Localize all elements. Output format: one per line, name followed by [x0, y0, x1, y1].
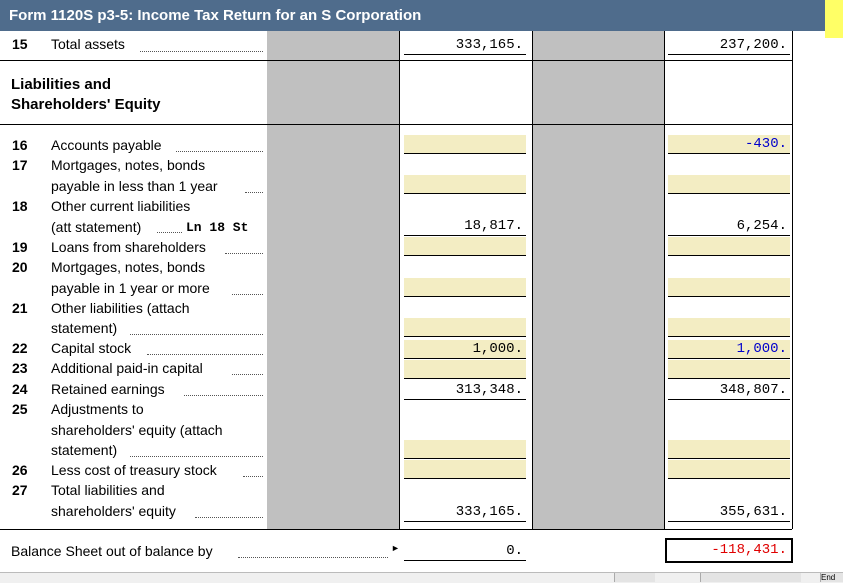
form-title: Form 1120S p3-5: Income Tax Return for a… — [9, 7, 422, 24]
statement-link[interactable]: Ln 18 St — [186, 220, 249, 235]
leader-dots — [225, 253, 263, 254]
leader-dots — [232, 374, 263, 375]
line-label: Retained earnings — [51, 381, 165, 397]
out-of-balance-label: Balance Sheet out of balance by — [11, 543, 213, 559]
leader-dots — [176, 151, 263, 152]
line-label: Additional paid-in capital — [51, 360, 203, 376]
additional-paid-in-capital-end[interactable] — [668, 360, 790, 379]
line-label: Other liabilities (attach — [51, 300, 190, 316]
line-number: 20 — [12, 259, 28, 275]
shaded-column-c — [532, 31, 664, 529]
line-number: 26 — [12, 462, 28, 478]
accounts-payable-end[interactable]: -430. — [668, 135, 790, 154]
grid-hline — [0, 529, 792, 530]
line-number: 22 — [12, 340, 28, 356]
section-heading: Liabilities and Shareholders' Equity — [11, 75, 160, 115]
line-number: 18 — [12, 198, 28, 214]
adjustments-equity-end[interactable] — [668, 440, 790, 459]
line-number: 25 — [12, 401, 28, 417]
line-number: 24 — [12, 381, 28, 397]
line-label: Loans from shareholders — [51, 239, 206, 255]
leader-dots — [140, 51, 263, 52]
leader-dots — [157, 232, 182, 233]
retained-earnings-beginning[interactable]: 313,348. — [404, 381, 526, 400]
other-current-liabilities-end[interactable]: 6,254. — [668, 217, 790, 236]
grid-hline — [0, 60, 792, 61]
total-liabilities-equity-beginning[interactable]: 333,165. — [404, 503, 526, 522]
loans-from-shareholders-end[interactable] — [668, 237, 790, 256]
grid-vline — [399, 31, 400, 529]
line-number: 17 — [12, 157, 28, 173]
line-label: shareholders' equity — [51, 503, 176, 519]
shaded-column-a — [267, 31, 399, 529]
form-title-bar: Form 1120S p3-5: Income Tax Return for a… — [0, 0, 825, 31]
treasury-stock-beginning[interactable] — [404, 460, 526, 479]
leader-dots — [238, 557, 388, 558]
end-tab[interactable]: End — [820, 573, 843, 582]
accounts-payable-beginning[interactable] — [404, 135, 526, 154]
line-label: (att statement) — [51, 219, 142, 235]
line-label: shareholders' equity (attach — [51, 422, 223, 438]
adjustments-equity-beginning[interactable] — [404, 440, 526, 459]
line-label: Adjustments to — [51, 401, 144, 417]
out-of-balance-beginning: 0. — [404, 542, 526, 561]
leader-dots — [245, 192, 263, 193]
leader-dots — [243, 476, 263, 477]
line-label: Other current liabilities — [51, 198, 191, 214]
line-label: Total liabilities and — [51, 482, 165, 498]
line-label: payable in less than 1 year — [51, 178, 218, 194]
line-number: 16 — [12, 137, 28, 153]
line-label: payable in 1 year or more — [51, 280, 210, 296]
section-heading-line1: Liabilities and — [11, 76, 112, 93]
leader-dots — [147, 354, 263, 355]
nav-tab[interactable] — [700, 573, 801, 582]
leader-dots — [184, 395, 263, 396]
capital-stock-beginning[interactable]: 1,000. — [404, 340, 526, 359]
right-edge-strip — [825, 0, 843, 38]
grid-vline — [792, 31, 793, 529]
nav-tab[interactable] — [614, 573, 655, 582]
leader-dots — [130, 334, 263, 335]
out-of-balance-end: -118,431. — [665, 538, 793, 563]
line-label: Less cost of treasury stock — [51, 462, 217, 478]
retained-earnings-end[interactable]: 348,807. — [668, 381, 790, 400]
line-number: 15 — [12, 36, 28, 52]
line-label: Accounts payable — [51, 137, 162, 153]
mortgages-short-end[interactable] — [668, 175, 790, 194]
other-current-liabilities-beginning[interactable]: 18,817. — [404, 217, 526, 236]
line-label: Mortgages, notes, bonds — [51, 157, 206, 173]
other-liabilities-beginning[interactable] — [404, 318, 526, 337]
section-heading-line2: Shareholders' Equity — [11, 96, 161, 113]
line-number: 23 — [12, 360, 28, 376]
line-label: statement) — [51, 442, 118, 458]
leader-dots — [232, 294, 263, 295]
mortgages-long-beginning[interactable] — [404, 278, 526, 297]
right-edge-panel — [825, 38, 843, 572]
grid-vline — [532, 31, 533, 529]
treasury-stock-end[interactable] — [668, 460, 790, 479]
line-number: 19 — [12, 239, 28, 255]
capital-stock-end[interactable]: 1,000. — [668, 340, 790, 359]
loans-from-shareholders-beginning[interactable] — [404, 237, 526, 256]
line-number: 21 — [12, 300, 28, 316]
line-label: Total assets — [51, 36, 125, 52]
status-strip — [0, 572, 843, 583]
total-liabilities-equity-end[interactable]: 355,631. — [668, 503, 790, 522]
line-label: Mortgages, notes, bonds — [51, 259, 206, 275]
other-liabilities-end[interactable] — [668, 318, 790, 337]
line-number: 27 — [12, 482, 28, 498]
mortgages-short-beginning[interactable] — [404, 175, 526, 194]
line-label: statement) — [51, 320, 118, 336]
end-tab-label: End — [821, 573, 836, 582]
mortgages-long-end[interactable] — [668, 278, 790, 297]
additional-paid-in-capital-beginning[interactable] — [404, 360, 526, 379]
grid-vline — [664, 31, 665, 529]
leader-dots — [130, 456, 263, 457]
total-assets-end[interactable]: 237,200. — [668, 36, 790, 55]
arrow-icon: ► — [391, 543, 400, 553]
line-label: Capital stock — [51, 340, 132, 356]
grid-hline — [0, 124, 792, 125]
leader-dots — [195, 517, 263, 518]
total-assets-beginning[interactable]: 333,165. — [404, 36, 526, 55]
